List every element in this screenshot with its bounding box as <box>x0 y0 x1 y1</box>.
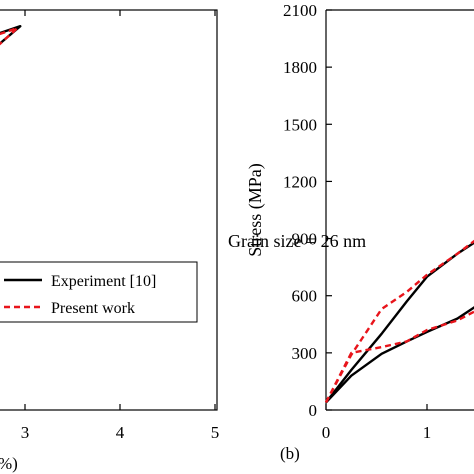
right-series-present-work <box>324 310 474 403</box>
left-x-axis-label-fragment: %) <box>0 454 18 473</box>
legend-label-experiment: Experiment [10] <box>51 273 156 290</box>
left-x-tick-label: 5 <box>211 423 220 442</box>
legend-box <box>0 261 198 323</box>
right-y-axis-label: Stress (MPa) <box>245 163 266 257</box>
left-series-lines <box>0 25 22 46</box>
right-y-tick-label: 1200 <box>283 172 317 191</box>
right-y-tick-label: 1800 <box>283 58 317 77</box>
legend: Experiment [10] Present work <box>0 261 198 323</box>
right-series-experiment <box>325 306 474 404</box>
left-panel: 3 4 5 Grain size = 26 nm Experiment [10] P… <box>0 9 366 473</box>
left-series-present-work <box>0 26 19 46</box>
right-y-tick-label: 300 <box>292 344 318 363</box>
left-plot-frame <box>0 9 218 411</box>
legend-label-present-work: Present work <box>51 300 135 317</box>
right-x-tick-label: 0 <box>322 423 331 442</box>
right-y-tick-label: 600 <box>292 287 318 306</box>
grain-size-annotation: Grain size = 26 nm <box>228 231 366 251</box>
right-y-tick-label: 900 <box>292 230 318 249</box>
right-y-tick-label: 2100 <box>283 1 317 20</box>
panel-label-b: (b) <box>280 444 300 463</box>
right-series-lines <box>324 239 474 404</box>
right-y-ticks: 0 300 600 900 1200 1500 1800 2100 <box>283 1 332 420</box>
left-x-tick-label: 3 <box>21 423 30 442</box>
right-y-tick-label: 0 <box>309 401 318 420</box>
right-x-tick-label: 1 <box>423 423 432 442</box>
left-x-tick-label: 4 <box>116 423 125 442</box>
left-x-ticks: 3 4 5 <box>21 10 220 442</box>
right-y-tick-label: 1500 <box>283 115 317 134</box>
